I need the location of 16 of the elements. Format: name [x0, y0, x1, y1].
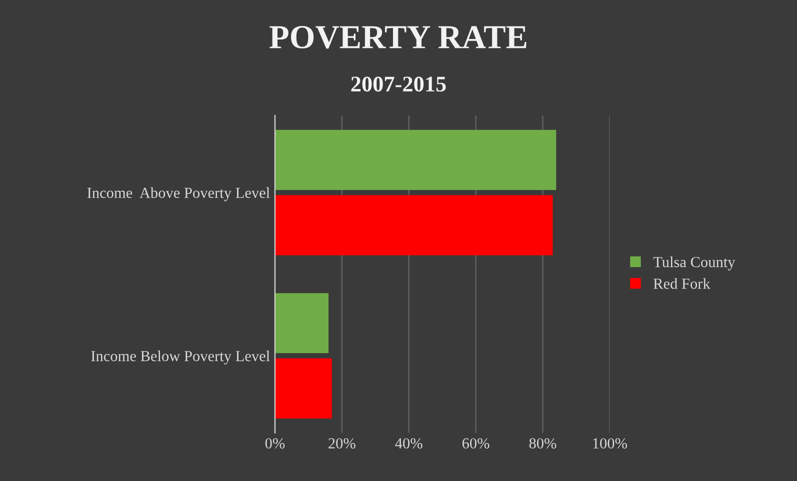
x-tick-label: 80%: [529, 438, 556, 449]
x-tick-label: 0%: [265, 438, 285, 449]
bar: [274, 293, 329, 354]
bar: [274, 195, 553, 256]
chart-subtitle: 2007-2015: [351, 76, 446, 92]
legend-label: Red Fork: [654, 278, 710, 289]
legend-label: Tulsa County: [653, 256, 736, 270]
x-tick-label: 60%: [462, 438, 490, 449]
bar: [274, 130, 556, 190]
x-tick-label: 100%: [593, 438, 628, 449]
chart-title: POVERTY RATE: [270, 26, 526, 49]
x-tick-label: 40%: [395, 438, 422, 449]
y-tick-label: Income Below Poverty Level: [91, 350, 270, 364]
x-tick-label: 20%: [328, 438, 356, 449]
y-tick-label: Income Above Poverty Level: [87, 187, 270, 202]
bar: [274, 358, 332, 418]
